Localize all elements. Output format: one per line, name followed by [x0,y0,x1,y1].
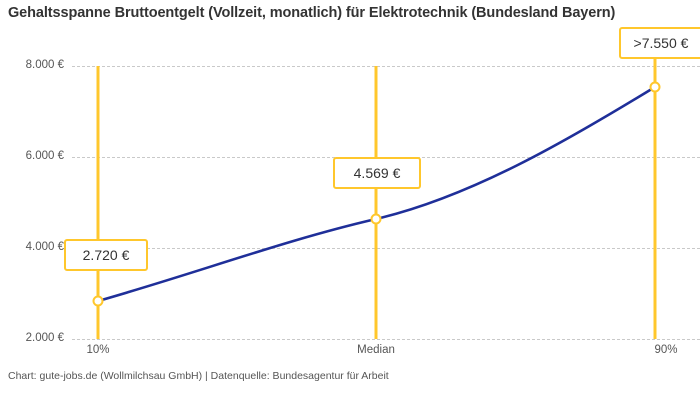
gridline-8000 [72,66,700,67]
y-axis-label-8000: 8.000 € [25,59,64,71]
data-label-median: 4.569 € [333,157,421,189]
gridline-4000 [72,248,700,249]
data-point-90-percent[interactable] [649,81,661,93]
x-axis-label-median: Median [357,344,395,356]
y-axis-label-4000: 4.000 € [25,241,64,253]
y-axis-label-2000: 2.000 € [25,332,64,344]
source-note: Chart: gute-jobs.de (Wollmilchsau GmbH) … [8,370,389,382]
page-title: Gehaltsspanne Bruttoentgelt (Vollzeit, m… [8,5,616,21]
data-point-10-percent[interactable] [92,295,104,307]
gridline-2000 [72,339,700,340]
y-axis-label-6000: 6.000 € [25,150,64,162]
data-label-10-percent: 2.720 € [64,239,148,271]
stem-90-percent [653,50,657,339]
data-label-90-percent: >7.550 € [619,27,700,59]
stem-median [374,66,378,339]
x-axis-label-90-percent: 90% [654,344,678,356]
data-point-median[interactable] [370,213,382,225]
x-axis-label-10-percent: 10% [86,344,110,356]
